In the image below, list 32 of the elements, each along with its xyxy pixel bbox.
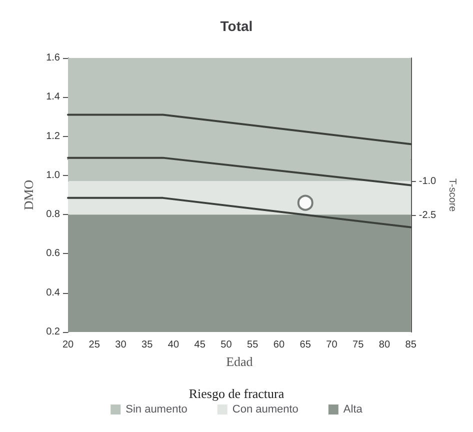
x-tick-label: 85 [405, 340, 417, 350]
x-tick-label: 45 [194, 340, 206, 350]
x-axis-title: Edad [226, 354, 254, 369]
y-tick-label: 0.4 [46, 287, 60, 298]
x-tick-label: 30 [115, 340, 127, 350]
y-tick-label: 0.2 [46, 326, 60, 338]
y2-axis-title: T-score [446, 178, 458, 212]
x-tick-label: 70 [326, 340, 338, 350]
y2-tick-label: -1.0 [418, 176, 437, 188]
x-tick-label: 75 [352, 340, 364, 350]
x-tick-label: 25 [88, 340, 100, 350]
y-axis-title: DMO [21, 180, 36, 210]
legend-title: Riesgo de fractura [188, 386, 284, 401]
x-tick-label: 60 [273, 340, 285, 350]
y-tick-label: 0.8 [46, 209, 60, 220]
y2-tick-label: -2.5 [418, 210, 437, 222]
x-tick-label: 80 [378, 340, 390, 350]
legend-label: Con aumento [232, 404, 298, 416]
legend-label: Alta [343, 404, 364, 416]
y-tick-label: 1.6 [46, 52, 60, 64]
chart-title: Total [220, 18, 253, 34]
y-tick-label: 1.0 [46, 170, 60, 181]
x-tick-label: 50 [220, 340, 232, 350]
y-tick-label: 0.6 [46, 248, 60, 260]
x-tick-label: 40 [168, 340, 180, 350]
y-tick-label: 1.4 [46, 92, 60, 103]
x-tick-label: 55 [247, 340, 259, 350]
y-tick-label: 1.2 [46, 130, 60, 142]
x-tick-label: 65 [300, 340, 312, 350]
x-tick-label: 35 [142, 340, 154, 350]
legend-label: Sin aumento [126, 404, 188, 416]
x-tick-label: 20 [62, 340, 74, 350]
